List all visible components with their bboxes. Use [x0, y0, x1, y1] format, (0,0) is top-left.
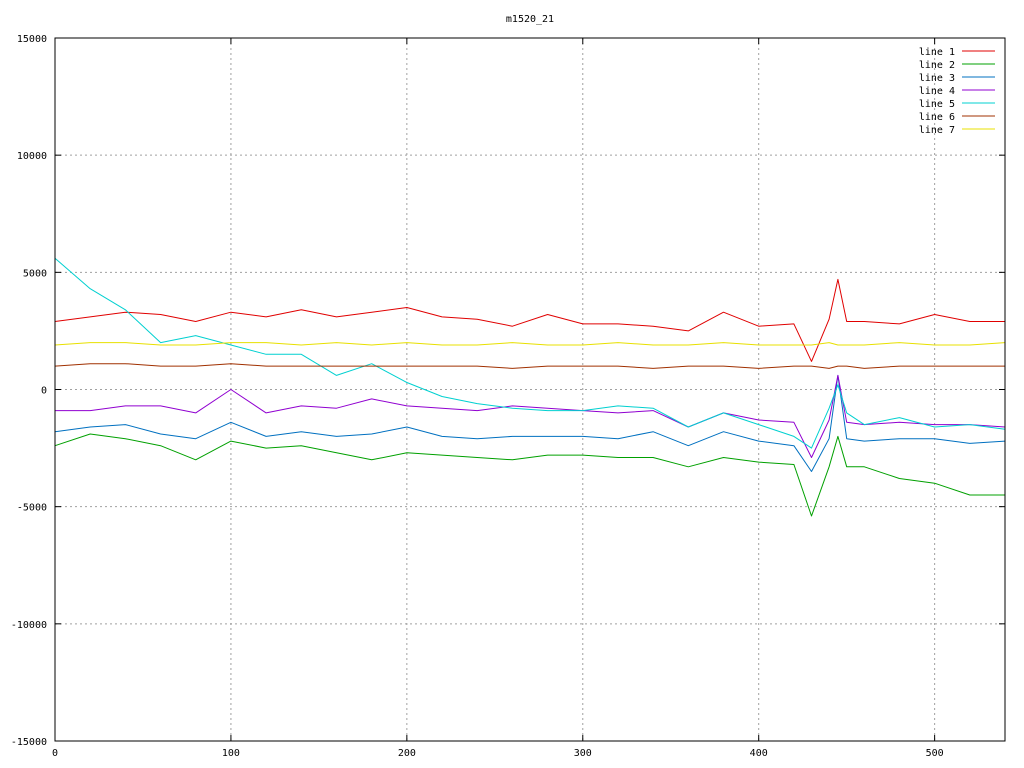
y-tick-label: -10000 — [11, 620, 47, 631]
series-line-1 — [54, 278, 1005, 362]
legend-label-3: line 3 — [919, 73, 955, 84]
series-line-5 — [54, 257, 1006, 449]
grid-lines — [55, 38, 1005, 741]
legend-label-2: line 2 — [919, 60, 955, 71]
series-lines — [54, 257, 1006, 517]
legend-label-5: line 5 — [919, 99, 955, 110]
y-tick-label: 5000 — [23, 268, 47, 279]
legend-label-1: line 1 — [919, 47, 955, 58]
y-tick-label: -5000 — [17, 503, 47, 514]
legend-label-4: line 4 — [919, 86, 955, 97]
x-tick-label: 300 — [574, 748, 592, 759]
series-line-2 — [54, 433, 1005, 517]
x-tick-label: 500 — [926, 748, 944, 759]
chart-title: m1520_21 — [506, 14, 554, 25]
legend: line 1 line 2 line 3 line 4 line 5 line 6 line… — [919, 47, 995, 136]
y-tick-label: -15000 — [11, 737, 47, 748]
axes: 0 100 200 300 400 500 -15000 -10000 -5000 0 5000 10… — [11, 34, 1006, 759]
y-tick-label: 0 — [41, 386, 47, 397]
x-tick-label: 400 — [750, 748, 768, 759]
series-line-3 — [54, 374, 1006, 472]
series-line-6 — [54, 363, 1005, 369]
series-line-7 — [54, 342, 1006, 346]
legend-label-6: line 6 — [919, 112, 955, 123]
x-tick-label: 200 — [398, 748, 416, 759]
x-tick-label: 100 — [222, 748, 240, 759]
y-tick-label: 15000 — [17, 34, 47, 45]
y-tick-label: 10000 — [17, 151, 47, 162]
legend-label-7: line 7 — [919, 125, 955, 136]
x-tick-label: 0 — [52, 748, 58, 759]
